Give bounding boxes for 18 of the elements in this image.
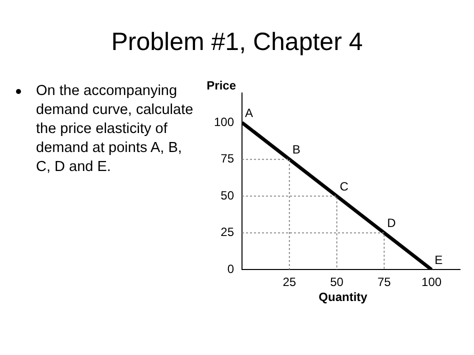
y-tick-label: 25 [220,225,234,240]
x-tick-label: 75 [378,275,392,290]
annotation: E [434,252,443,267]
y-tick-label: 75 [220,152,234,166]
y-tick-label: 100 [214,114,234,129]
x-tick-label: 25 [282,275,296,290]
x-axis-title: Quantity [318,290,368,304]
x-tick-label: 100 [422,275,442,290]
annotation: C [340,179,349,194]
annotation: B [292,142,300,157]
y-tick-label: 0 [227,262,234,276]
chart-title: Problem #1, Chapter 4 [110,28,364,57]
y-tick-label: 50 [220,188,234,202]
x-tick-label: 50 [330,275,344,290]
text: On the accompanying demand curve, calculate the price elasticity of demand at points A, B, C, D and E. [36,82,194,177]
annotation: D [387,216,396,230]
annotation: A [245,106,254,120]
y-axis-title: Price [206,78,236,92]
